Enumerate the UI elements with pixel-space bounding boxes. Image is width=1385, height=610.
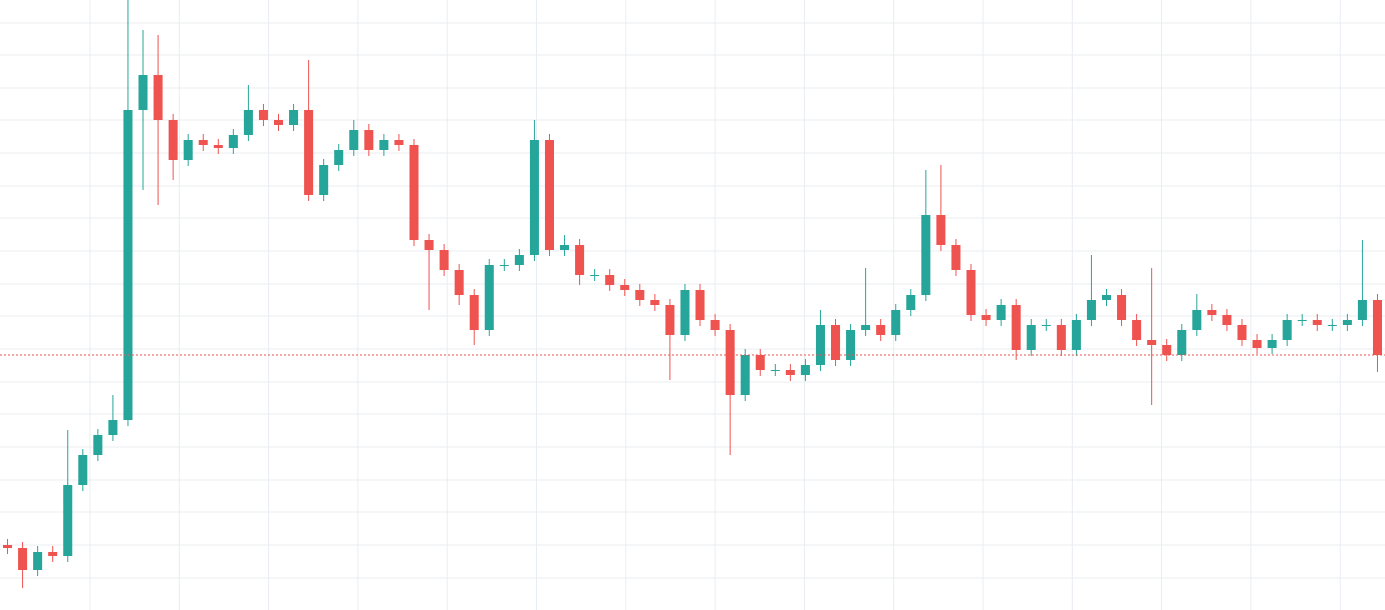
candle-body (304, 110, 314, 195)
candle-body (921, 215, 931, 295)
candle-body (273, 120, 284, 125)
candle-body (906, 295, 916, 310)
candle-body (439, 250, 449, 270)
candle-body (861, 325, 871, 330)
candle-body (815, 325, 825, 365)
candle-body (1252, 340, 1262, 348)
candle-body (996, 305, 1006, 320)
candle-body (3, 545, 13, 548)
candle-body (936, 215, 946, 245)
candle-body (800, 365, 810, 375)
candle-body (123, 110, 133, 420)
candle-body (424, 240, 434, 250)
candle-body (183, 140, 193, 160)
candle-body (665, 305, 675, 335)
candle-body (831, 325, 841, 360)
candle-body (1011, 305, 1021, 350)
candle-body (319, 165, 329, 195)
candle-body (981, 315, 991, 320)
candle-body (1041, 325, 1051, 326)
candle-body (1101, 295, 1112, 300)
candle-body (1342, 320, 1352, 325)
candle-body (529, 140, 539, 255)
candle-body (514, 255, 524, 265)
candle-body (1267, 340, 1277, 348)
candle-body (695, 290, 705, 320)
candle-body (1192, 310, 1202, 330)
candle-body (966, 270, 976, 315)
candle-body (394, 140, 404, 145)
candle-body (650, 300, 660, 305)
candle-body (1086, 300, 1096, 320)
candle-body (846, 330, 856, 360)
candle-body (93, 435, 103, 455)
candle-body (243, 110, 253, 135)
candle-body (725, 330, 735, 395)
candle-body (1026, 325, 1036, 350)
candle-body (1222, 315, 1232, 325)
candle-body (484, 265, 494, 330)
candle-body (1372, 300, 1382, 355)
candle-body (635, 290, 645, 300)
candle-body (78, 455, 88, 485)
candle-body (108, 420, 118, 435)
candle-body (499, 265, 509, 266)
candle-body (153, 75, 163, 120)
candle-body (680, 290, 690, 335)
candle-body (409, 145, 419, 240)
candle-body (334, 150, 344, 165)
candle-body (198, 140, 208, 145)
candle-body (951, 245, 961, 270)
candle-body (48, 552, 58, 556)
candle-body (590, 275, 600, 276)
candle-body (544, 140, 554, 250)
candle-body (1312, 320, 1322, 325)
candle-body (289, 110, 299, 125)
candle-body (1327, 325, 1337, 326)
candle-body (138, 75, 148, 110)
candle-body (213, 145, 223, 148)
candle-body (349, 130, 359, 150)
candle-body (755, 355, 765, 370)
candle-body (258, 110, 268, 120)
candle-body (560, 245, 570, 250)
candle-body (1132, 320, 1142, 340)
candle-body (1282, 320, 1292, 340)
candle-body (770, 370, 780, 371)
candle-body (228, 135, 238, 148)
candle-body (605, 275, 615, 285)
candle-body (1357, 300, 1367, 320)
candle-body (575, 245, 585, 275)
candle-body (379, 140, 389, 150)
candle-body (18, 548, 28, 570)
candle-body (1056, 325, 1066, 350)
candle-body (1207, 310, 1217, 315)
candle-body (1071, 320, 1081, 350)
candle-body (891, 310, 901, 335)
candle-body (876, 325, 886, 335)
candle-body (1237, 325, 1247, 340)
candle-body (454, 270, 464, 295)
candle-body (1162, 345, 1172, 355)
candle-body (168, 120, 178, 160)
candle-body (1147, 340, 1157, 345)
candle-body (364, 130, 374, 150)
candle-body (1297, 320, 1307, 321)
candle-body (1117, 295, 1127, 320)
candle-body (620, 285, 630, 290)
candle-body (785, 370, 795, 375)
candle-body (740, 355, 750, 395)
candle-body (63, 485, 73, 556)
candle-body (710, 320, 720, 330)
candle-body (469, 295, 479, 330)
candle-body (1177, 330, 1187, 355)
candle-body (33, 552, 43, 570)
